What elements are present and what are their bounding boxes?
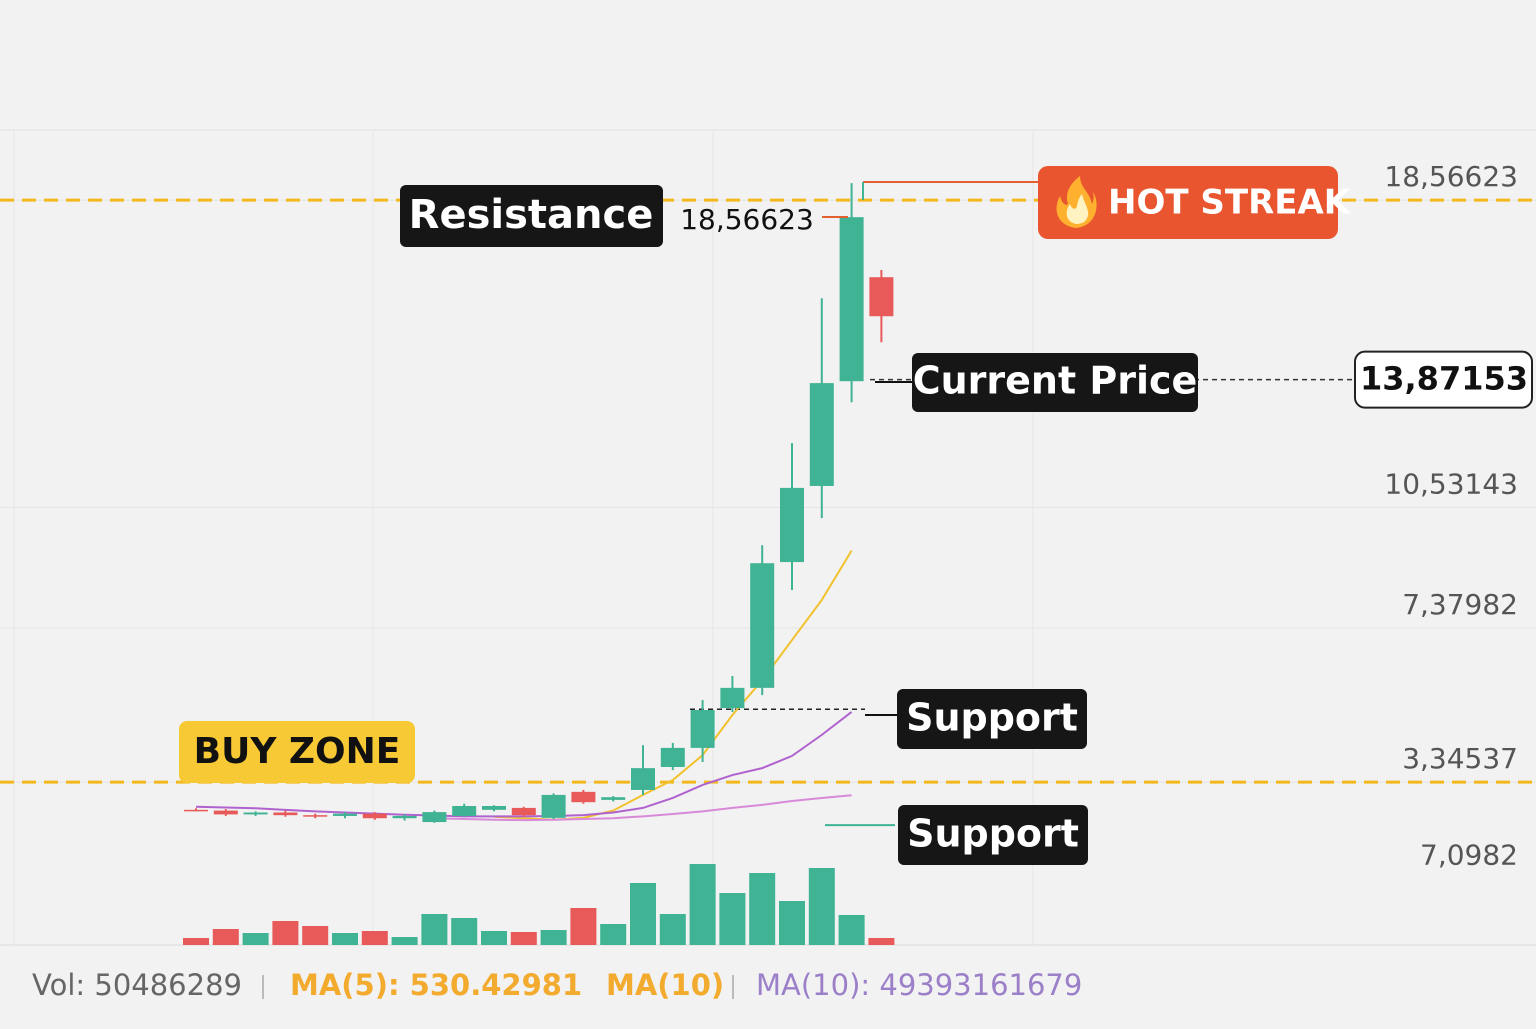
volume-bar: [302, 926, 329, 945]
y-tick-label: 18,56623: [1384, 160, 1518, 193]
ma10-readout: MA(10): [606, 968, 724, 1002]
support-label: Support: [907, 812, 1079, 856]
volume-bar: [361, 931, 388, 945]
volume-tick-label: 7,0982: [1420, 838, 1518, 871]
ma-line: [434, 794, 852, 822]
candle-body: [511, 807, 536, 816]
candle-body: [720, 687, 745, 709]
candle-body: [690, 710, 715, 748]
resistance-box: [400, 185, 663, 247]
ma5-readout: MA(5): 530.42981: [290, 968, 582, 1002]
volume-bar: [838, 915, 865, 945]
support-box: [897, 689, 1087, 749]
y-tick-label: 10,53143: [1384, 467, 1518, 500]
candle-body: [184, 809, 208, 812]
volume-bar: [540, 930, 567, 945]
volume-bar: [391, 937, 418, 945]
candle-body: [273, 812, 298, 816]
volume-bar: [808, 868, 835, 945]
volume-bar: [451, 918, 478, 945]
candle-body: [541, 794, 566, 818]
candle-body: [809, 383, 834, 486]
candle-body: [333, 813, 357, 816]
volume-bar: [689, 864, 716, 945]
candle-body: [839, 217, 864, 382]
current-price-tag: [1354, 350, 1533, 409]
ma10-value-readout: MA(10): 49393161679: [756, 968, 1082, 1002]
candle-body: [243, 812, 268, 815]
candle-body: [422, 812, 447, 823]
flame-icon: [1056, 176, 1097, 228]
volume-readout: Vol: 50486289: [32, 968, 242, 1002]
badge-label: HOT STREAK: [1108, 183, 1352, 223]
candle-body: [750, 563, 775, 688]
volume-bar: [332, 933, 358, 945]
volume-bar: [630, 883, 656, 945]
y-tick-label: 7,37982: [1402, 588, 1518, 621]
volume-bar: [779, 901, 805, 945]
volume-bar: [749, 873, 776, 945]
flame-core: [1066, 194, 1089, 224]
current-price-box: [912, 353, 1198, 412]
candle-body: [392, 815, 417, 819]
buy-zone-box: [179, 721, 415, 783]
y-tick-label: 3,34537: [1402, 742, 1518, 775]
support-label: Support: [906, 696, 1078, 740]
volume-bar: [570, 908, 597, 945]
current-price-label: Current Price: [913, 359, 1198, 403]
candle-body: [601, 797, 626, 800]
volume-bar: [212, 929, 239, 945]
candle-body: [213, 810, 238, 815]
resistance-label: Resistance: [409, 192, 654, 238]
volume-bar: [719, 893, 746, 945]
candle-body: [362, 813, 387, 819]
volume-bar: [868, 938, 895, 945]
candle-body: [631, 768, 655, 790]
candle-body: [303, 815, 328, 817]
plot: 18,56623 10,53143 7,37982 3,34537 7,0982 13,8…: [0, 160, 1536, 945]
annotations: Resistance 18,56623 HOT STREAK Current P…: [32, 166, 1352, 1002]
candle-body: [482, 806, 506, 810]
candle-body: [869, 277, 894, 317]
volume-bar: [481, 931, 507, 945]
volume-bar: [421, 914, 448, 945]
support-box: [898, 805, 1088, 865]
volume-bar: [183, 938, 209, 945]
buy-zone-label: BUY ZONE: [194, 731, 401, 772]
candle-body: [660, 747, 685, 767]
current-price-value: 13,87153: [1360, 360, 1528, 398]
volume-bar: [510, 932, 537, 945]
volume-bar: [659, 914, 686, 945]
volume-bar: [272, 921, 299, 945]
candle-body: [780, 487, 804, 563]
candle-body: [571, 791, 596, 803]
volume-bar: [600, 924, 627, 945]
badge-box: [1038, 166, 1338, 239]
candle-body: [452, 806, 477, 816]
volume-bar: [242, 933, 269, 945]
resistance-value: 18,56623: [680, 203, 814, 236]
